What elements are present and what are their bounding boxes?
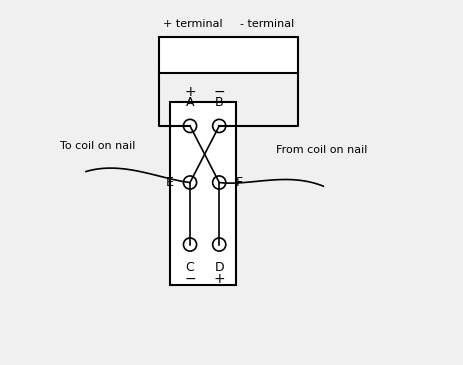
Text: To coil on nail: To coil on nail: [60, 141, 136, 151]
Text: −: −: [213, 85, 225, 99]
Text: D: D: [214, 261, 224, 274]
Text: −: −: [184, 272, 195, 286]
Text: +: +: [184, 85, 195, 99]
Text: +: +: [213, 272, 225, 286]
Text: B: B: [214, 96, 223, 109]
Text: From coil on nail: From coil on nail: [275, 145, 366, 155]
Text: C: C: [185, 261, 194, 274]
Bar: [169, 102, 235, 285]
Text: + terminal: + terminal: [163, 19, 222, 29]
Text: F: F: [235, 176, 242, 189]
Text: A: A: [185, 96, 194, 109]
Text: - terminal: - terminal: [239, 19, 294, 29]
Text: E: E: [166, 176, 174, 189]
Bar: [159, 36, 297, 73]
